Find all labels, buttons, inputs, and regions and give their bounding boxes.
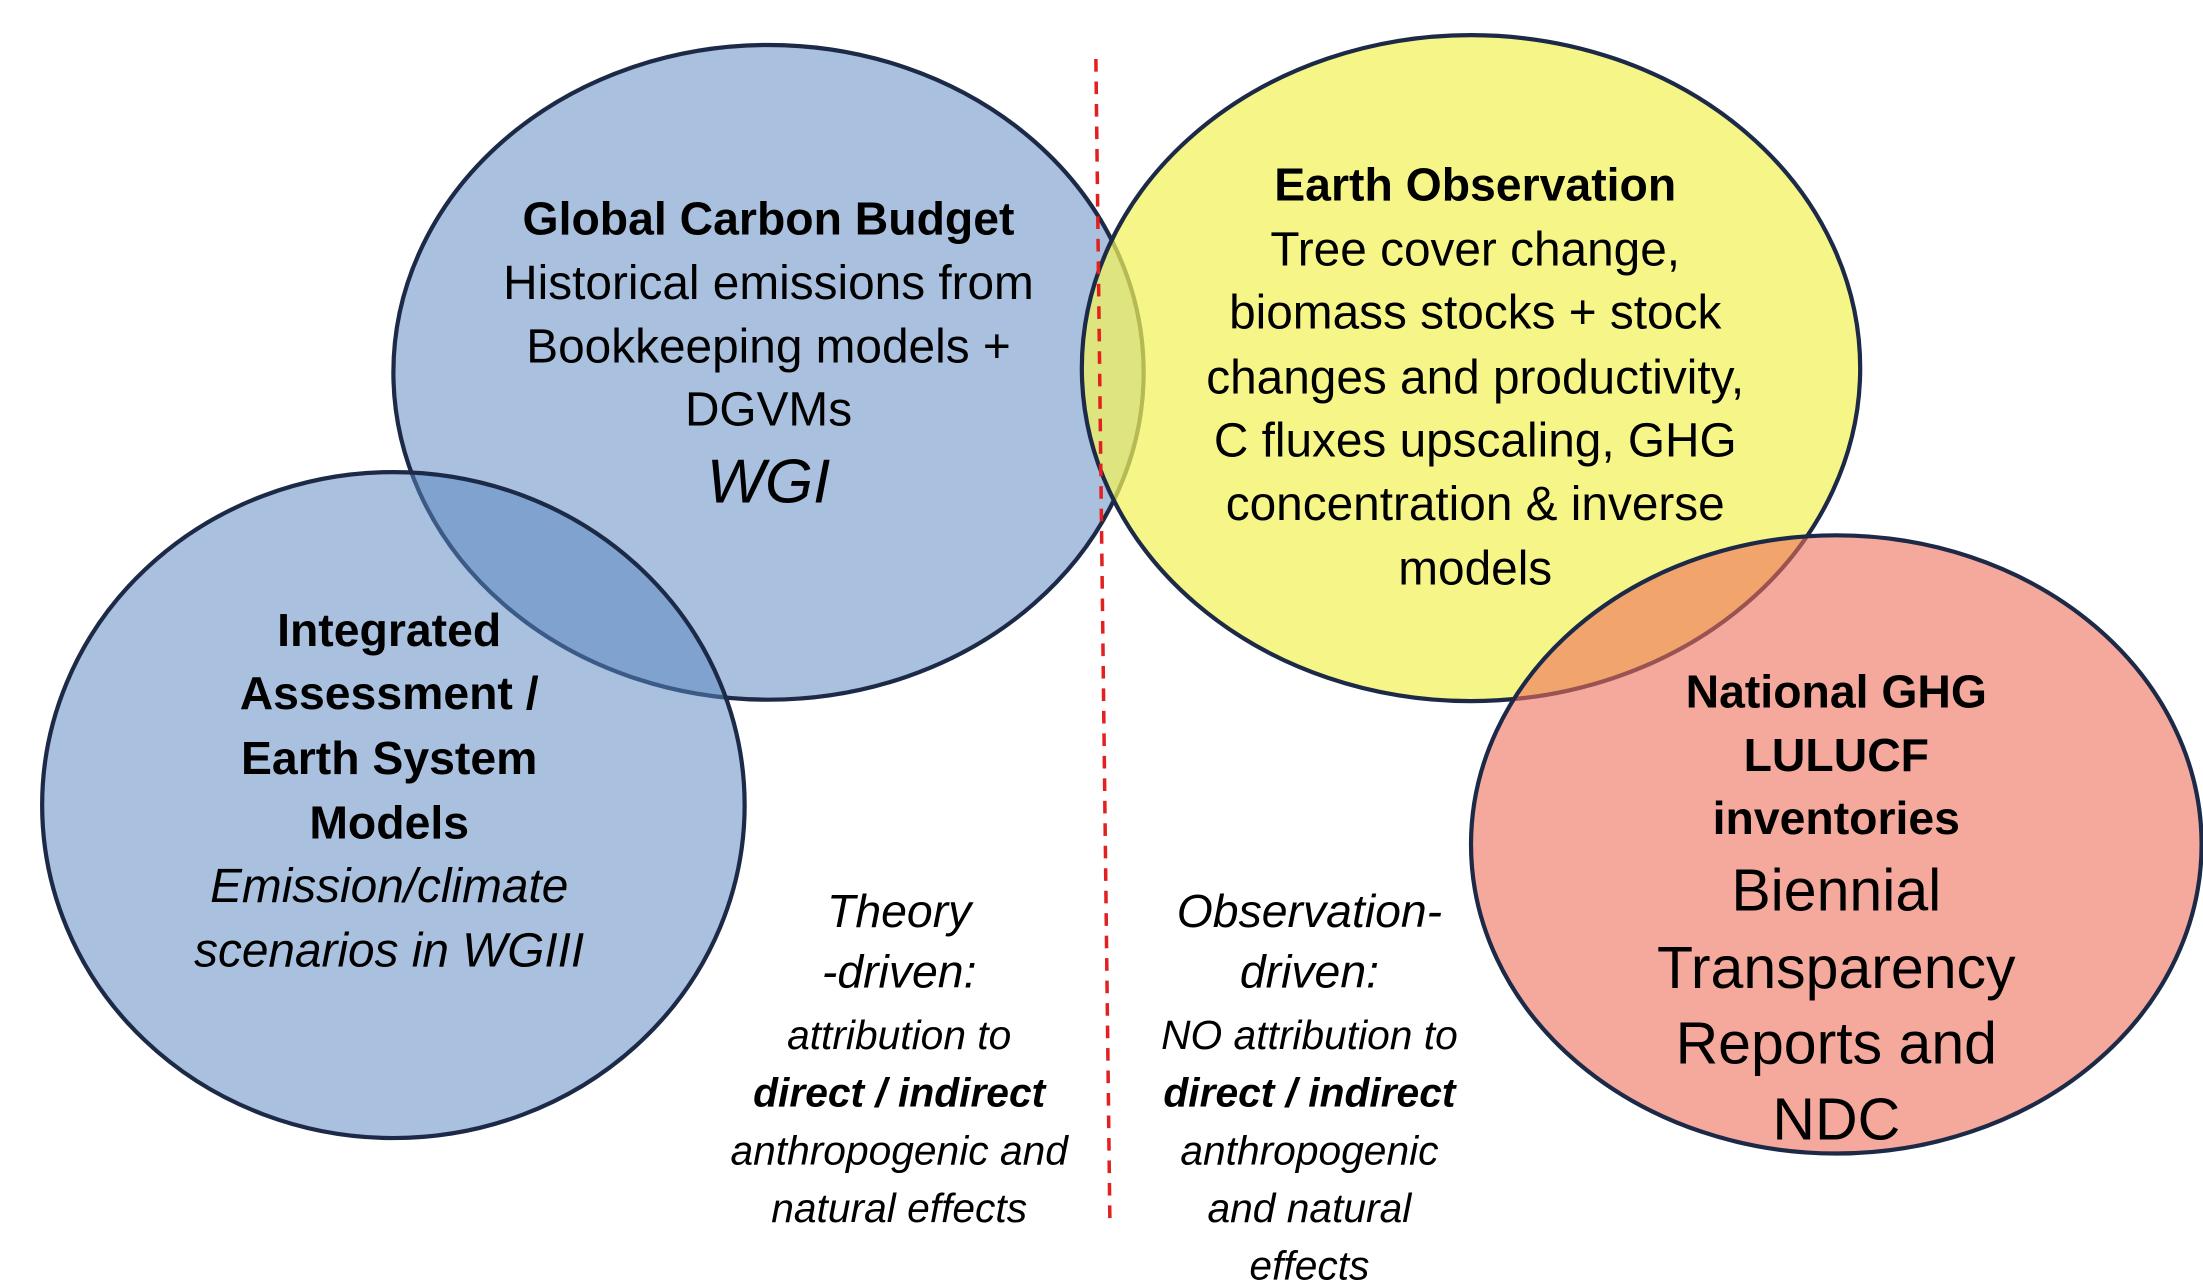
node-text: Historical emissions from: [503, 257, 1034, 310]
node-text: Bookkeeping models +: [526, 320, 1010, 373]
node-title: inventories: [1713, 792, 1960, 844]
node-text: C fluxes upscaling, GHG: [1214, 415, 1737, 468]
node-text: Reports and: [1676, 1011, 1997, 1077]
annotation-line: effects: [1249, 1242, 1369, 1287]
node-text: DGVMs: [685, 384, 852, 437]
node-text: Emission/climate: [210, 860, 568, 913]
annotation-line: anthropogenic: [1180, 1127, 1438, 1173]
node-text: biomass stocks + stock: [1229, 287, 1721, 340]
ellipse-earth-observation: [1079, 33, 1863, 704]
node-text: Tree cover change,: [1270, 224, 1680, 277]
node-text: changes and productivity,: [1206, 351, 1744, 404]
node-text: concentration & inverse: [1226, 478, 1725, 531]
annotation-line: natural effects: [771, 1185, 1027, 1231]
node-title: Integrated: [277, 604, 501, 656]
annotation-heading: Theory: [827, 885, 974, 937]
node-text: NDC: [1772, 1087, 1900, 1153]
annotation-line: NO attribution to: [1161, 1012, 1458, 1058]
divider-line: [1094, 59, 1112, 1226]
ellipse-integrated-assessment: [40, 469, 747, 1141]
node-title: LULUCF: [1744, 729, 1929, 781]
node-text: Biennial: [1731, 858, 1941, 924]
node-title: Models: [309, 796, 469, 848]
node-text: Transparency: [1657, 935, 2016, 1001]
ellipse-national-inventories: [1469, 533, 2203, 1156]
annotation-line: direct / indirect: [1163, 1070, 1456, 1116]
annotation-line: and natural: [1208, 1185, 1413, 1231]
node-title: National GHG: [1686, 666, 1987, 718]
node-text: scenarios in WGIII: [194, 925, 584, 978]
annotation-line: attribution to: [787, 1012, 1011, 1058]
annotation-line: direct / indirect: [753, 1070, 1046, 1116]
node-note: WGI: [707, 447, 831, 516]
annotation-heading: Observation-: [1177, 885, 1442, 937]
node-title: Assessment /: [240, 667, 539, 719]
annotation-line: anthropogenic and: [730, 1127, 1069, 1173]
node-title: Global Carbon Budget: [523, 192, 1015, 244]
node-title: Earth System: [241, 732, 537, 784]
annotation-heading: -driven:: [822, 945, 977, 997]
annotation-heading: driven:: [1240, 945, 1379, 997]
node-title: Earth Observation: [1274, 159, 1676, 211]
node-text: models: [1398, 542, 1552, 595]
texts: Global Carbon Budget Historical emissions…: [194, 159, 2016, 1287]
